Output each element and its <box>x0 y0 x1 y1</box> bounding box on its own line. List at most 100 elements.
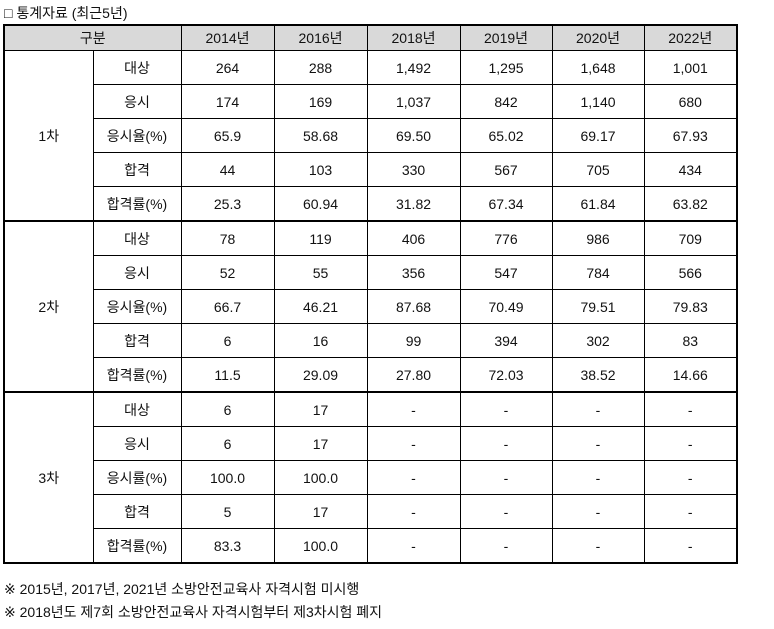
value-cell: 38.52 <box>551 357 645 393</box>
value-cell: 87.68 <box>366 289 461 324</box>
value-cell: 5 <box>180 494 275 529</box>
row-label-cell: 합격 <box>92 494 182 529</box>
footnote-line: ※ 2018년도 제7회 소방안전교육사 자격시험부터 제3차시험 폐지 <box>4 604 383 620</box>
table-row: 응시 174 169 1,037 842 1,140 680 <box>4 84 738 119</box>
value-cell: 66.7 <box>180 289 275 324</box>
value-cell: 330 <box>366 152 461 187</box>
value-cell: 986 <box>551 220 645 256</box>
value-cell: 46.21 <box>273 289 368 324</box>
value-cell: 119 <box>273 220 368 256</box>
value-cell: - <box>366 460 461 495</box>
value-cell: 6 <box>180 391 275 427</box>
row-label-cell: 응시율(%) <box>92 289 182 324</box>
value-cell: - <box>366 426 461 461</box>
value-cell: 1,140 <box>551 84 645 119</box>
value-cell: 1,037 <box>366 84 461 119</box>
value-cell: 1,295 <box>459 50 553 85</box>
value-cell: - <box>459 391 553 427</box>
value-cell: 31.82 <box>366 186 461 222</box>
value-cell: 547 <box>459 255 553 290</box>
value-cell: 406 <box>366 220 461 256</box>
value-cell: 16 <box>273 323 368 358</box>
row-label-cell: 응시률(%) <box>92 460 182 495</box>
value-cell: - <box>551 460 645 495</box>
value-cell: 17 <box>273 494 368 529</box>
table-row: 응시 52 55 356 547 784 566 <box>4 255 738 290</box>
value-cell: - <box>459 426 553 461</box>
row-label-cell: 응시 <box>92 426 182 461</box>
group-label-cell: 2차 <box>3 220 94 393</box>
value-cell: - <box>643 528 738 564</box>
value-cell: 567 <box>459 152 553 187</box>
value-cell: - <box>366 391 461 427</box>
header-cell-year-2: 2018년 <box>366 24 461 51</box>
table-row: 응시 6 17- - - - <box>4 426 738 461</box>
header-cell-year-5: 2022년 <box>643 24 738 51</box>
table-row: 2차 대상 78 119 406 776 986 709 <box>3 220 738 393</box>
value-cell: 6 <box>180 426 275 461</box>
value-cell: 302 <box>551 323 645 358</box>
value-cell: 63.82 <box>643 186 738 222</box>
value-cell: 67.34 <box>459 186 553 222</box>
value-cell: 58.68 <box>273 118 368 153</box>
value-cell: - <box>643 426 738 461</box>
value-cell: 79.83 <box>643 289 738 324</box>
value-cell: 55 <box>273 255 368 290</box>
value-cell: 25.3 <box>180 186 275 222</box>
header-cell-year-0: 2014년 <box>180 24 275 51</box>
value-cell: - <box>551 391 645 427</box>
value-cell: 6 <box>180 323 275 358</box>
table-header-row: 구분 2014년 2016년 2018년 2019년 2020년 2022년 <box>3 24 738 51</box>
value-cell: 100.0 <box>180 460 275 495</box>
value-cell: 17 <box>273 391 368 427</box>
value-cell: - <box>643 494 738 529</box>
value-cell: - <box>366 528 461 564</box>
value-cell: 100.0 <box>273 460 368 495</box>
row-label-cell: 대상 <box>92 220 182 256</box>
table-row: 합격 6 16 99 394 302 83 <box>4 323 738 358</box>
value-cell: 67.93 <box>643 118 738 153</box>
value-cell: 705 <box>551 152 645 187</box>
value-cell: 394 <box>459 323 553 358</box>
value-cell: - <box>459 460 553 495</box>
header-cell-year-1: 2016년 <box>273 24 368 51</box>
table-row: 응시률(%) 100.0 100.0- - - - <box>4 460 738 495</box>
value-cell: 83 <box>643 323 738 358</box>
value-cell: 842 <box>459 84 553 119</box>
table-row: 3차 대상 6 17- - - - <box>3 391 738 564</box>
value-cell: 61.84 <box>551 186 645 222</box>
value-cell: - <box>643 391 738 427</box>
value-cell: 776 <box>459 220 553 256</box>
value-cell: 434 <box>643 152 738 187</box>
value-cell: 44 <box>180 152 275 187</box>
value-cell: 100.0 <box>273 528 368 564</box>
table-row: 합격 44 103 330 567 705 434 <box>4 152 738 187</box>
value-cell: 60.94 <box>273 186 368 222</box>
value-cell: 52 <box>180 255 275 290</box>
value-cell: 1,648 <box>551 50 645 85</box>
row-label-cell: 합격률(%) <box>92 186 182 222</box>
value-cell: 680 <box>643 84 738 119</box>
value-cell: 169 <box>273 84 368 119</box>
row-label-cell: 대상 <box>92 50 182 85</box>
value-cell: - <box>551 494 645 529</box>
value-cell: 17 <box>273 426 368 461</box>
value-cell: 29.09 <box>273 357 368 393</box>
value-cell: 83.3 <box>180 528 275 564</box>
value-cell: 103 <box>273 152 368 187</box>
row-label-cell: 응시 <box>92 255 182 290</box>
table-row: 1차 대상 264 288 1,492 1,295 1,648 1,001 <box>3 50 738 222</box>
footnotes: ※ 2015년, 2017년, 2021년 소방안전교육사 자격시험 미시행 ※ … <box>4 578 382 624</box>
table-row: 합격률(%) 83.3 100.0- - - - <box>4 528 738 564</box>
table-row: 응시율(%) 65.9 58.68 69.50 65.02 69.17 67.93 <box>4 118 738 153</box>
value-cell: 174 <box>180 84 275 119</box>
value-cell: - <box>459 494 553 529</box>
row-label-cell: 합격률(%) <box>92 528 182 564</box>
value-cell: - <box>551 528 645 564</box>
group-label-cell: 1차 <box>3 50 94 222</box>
footnote-line: ※ 2015년, 2017년, 2021년 소방안전교육사 자격시험 미시행 <box>4 581 360 597</box>
value-cell: 99 <box>366 323 461 358</box>
value-cell: 78 <box>180 220 275 256</box>
header-cell-year-3: 2019년 <box>459 24 553 51</box>
